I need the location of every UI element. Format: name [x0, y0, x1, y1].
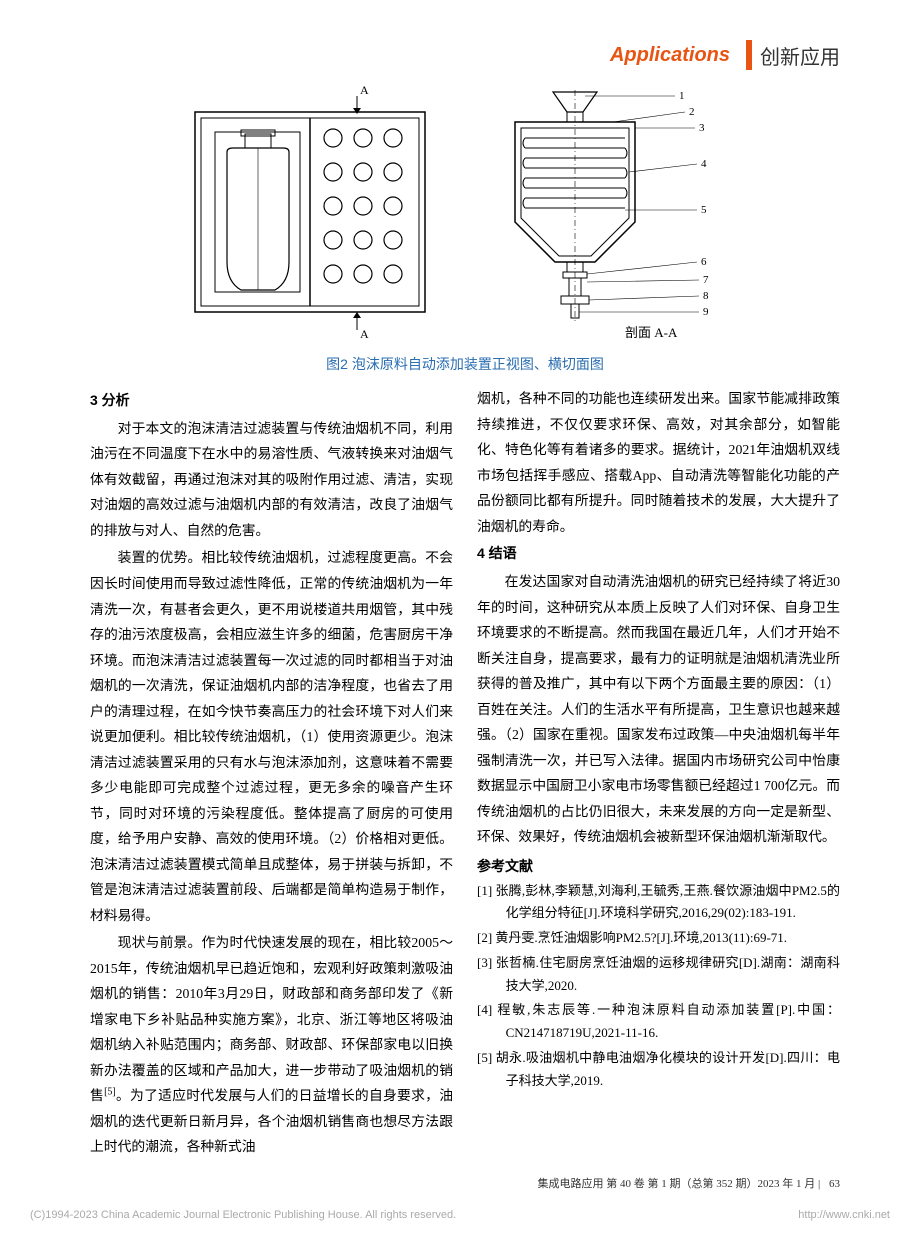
front-view-svg: A [175, 82, 445, 342]
two-column-content: 3 分析 对于本文的泡沫清洁过滤装置与传统油烟机不同，利用油污在不同温度下在水中… [90, 386, 840, 1162]
svg-text:A: A [360, 83, 369, 97]
svg-text:2: 2 [689, 106, 695, 118]
header-english: Applications [610, 44, 738, 67]
footer-page-number: 63 [829, 1178, 840, 1190]
para-continuation: 烟机，各种不同的功能也连续研发出来。国家节能减排政策持续推进，不仅仅要求环保、高… [477, 386, 840, 539]
left-column: 3 分析 对于本文的泡沫清洁过滤装置与传统油烟机不同，利用油污在不同温度下在水中… [90, 386, 453, 1162]
section-3-header: 3 分析 [90, 388, 453, 414]
svg-text:5: 5 [701, 204, 707, 216]
svg-text:4: 4 [701, 158, 707, 170]
hole-pattern [324, 129, 402, 283]
page-header: Applications 创新应用 [90, 40, 840, 70]
copyright-url: http://www.cnki.net [798, 1209, 890, 1221]
page-footer: 集成电路应用 第 40 卷 第 1 期（总第 352 期）2023 年 1 月 … [538, 1175, 840, 1191]
svg-text:9: 9 [703, 306, 709, 318]
svg-text:1: 1 [679, 90, 685, 102]
svg-text:A: A [360, 327, 369, 341]
svg-text:7: 7 [703, 274, 709, 286]
right-column: 烟机，各种不同的功能也连续研发出来。国家节能减排政策持续推进，不仅仅要求环保、高… [477, 386, 840, 1162]
copyright-text: (C)1994-2023 China Academic Journal Elec… [30, 1209, 456, 1221]
ref-2: [2] 黄丹雯.烹饪油烟影响PM2.5?[J].环境,2013(11):69-7… [477, 927, 840, 950]
copyright-line: (C)1994-2023 China Academic Journal Elec… [30, 1209, 890, 1221]
ref-4: [4] 程敏,朱志辰等.一种泡沫原料自动添加装置[P].中国：CN2147187… [477, 999, 840, 1045]
figure-right-diagram: 1 2 3 4 5 6 7 8 9 剖面 A-A [475, 82, 755, 342]
section-label: 剖面 A-A [625, 325, 678, 340]
svg-text:6: 6 [701, 256, 707, 268]
header-divider [746, 40, 752, 70]
p3-ref: [5] [104, 1087, 116, 1098]
svg-text:8: 8 [703, 290, 709, 302]
ref-5: [5] 胡永.吸油烟机中静电油烟净化模块的设计开发[D].四川：电子科技大学,2… [477, 1047, 840, 1093]
header-chinese: 创新应用 [760, 41, 840, 70]
footer-text: 集成电路应用 第 40 卷 第 1 期（总第 352 期）2023 年 1 月 [538, 1178, 816, 1190]
para-analysis-2: 装置的优势。相比较传统油烟机，过滤程度更高。不会因长时间使用而导致过滤性降低，正… [90, 545, 453, 928]
section-4-header: 4 结语 [477, 541, 840, 567]
para-analysis-3: 现状与前景。作为时代快速发展的现在，相比较2005～2015年，传统油烟机早已趋… [90, 930, 453, 1160]
para-analysis-1: 对于本文的泡沫清洁过滤装置与传统油烟机不同，利用油污在不同温度下在水中的易溶性质… [90, 416, 453, 544]
svg-text:3: 3 [699, 122, 705, 134]
section-view-svg: 1 2 3 4 5 6 7 8 9 剖面 A-A [475, 82, 755, 342]
ref-1: [1] 张腾,彭林,李颖慧,刘海利,王毓秀,王燕.餐饮源油烟中PM2.5的化学组… [477, 880, 840, 926]
references-header: 参考文献 [477, 854, 840, 880]
p3-suffix: 。为了适应时代发展与人们的日益增长的自身要求，油烟机的迭代更新日新月异，各个油烟… [90, 1088, 453, 1154]
p3-prefix: 现状与前景。作为时代快速发展的现在，相比较2005～2015年，传统油烟机早已趋… [90, 935, 453, 1103]
callouts: 1 2 3 4 5 6 7 8 9 [579, 90, 709, 318]
figure-caption: 图2 泡沫原料自动添加装置正视图、横切面图 [90, 354, 840, 374]
ref-3: [3] 张哲楠.住宅厨房烹饪油烟的运移规律研究[D].湖南：湖南科技大学,202… [477, 952, 840, 998]
para-conclusion: 在发达国家对自动清洗油烟机的研究已经持续了将近30年的时间，这种研究从本质上反映… [477, 569, 840, 850]
footer-divider: | [818, 1178, 823, 1190]
figure-left-diagram: A [175, 82, 445, 342]
figure-container: A [90, 82, 840, 342]
